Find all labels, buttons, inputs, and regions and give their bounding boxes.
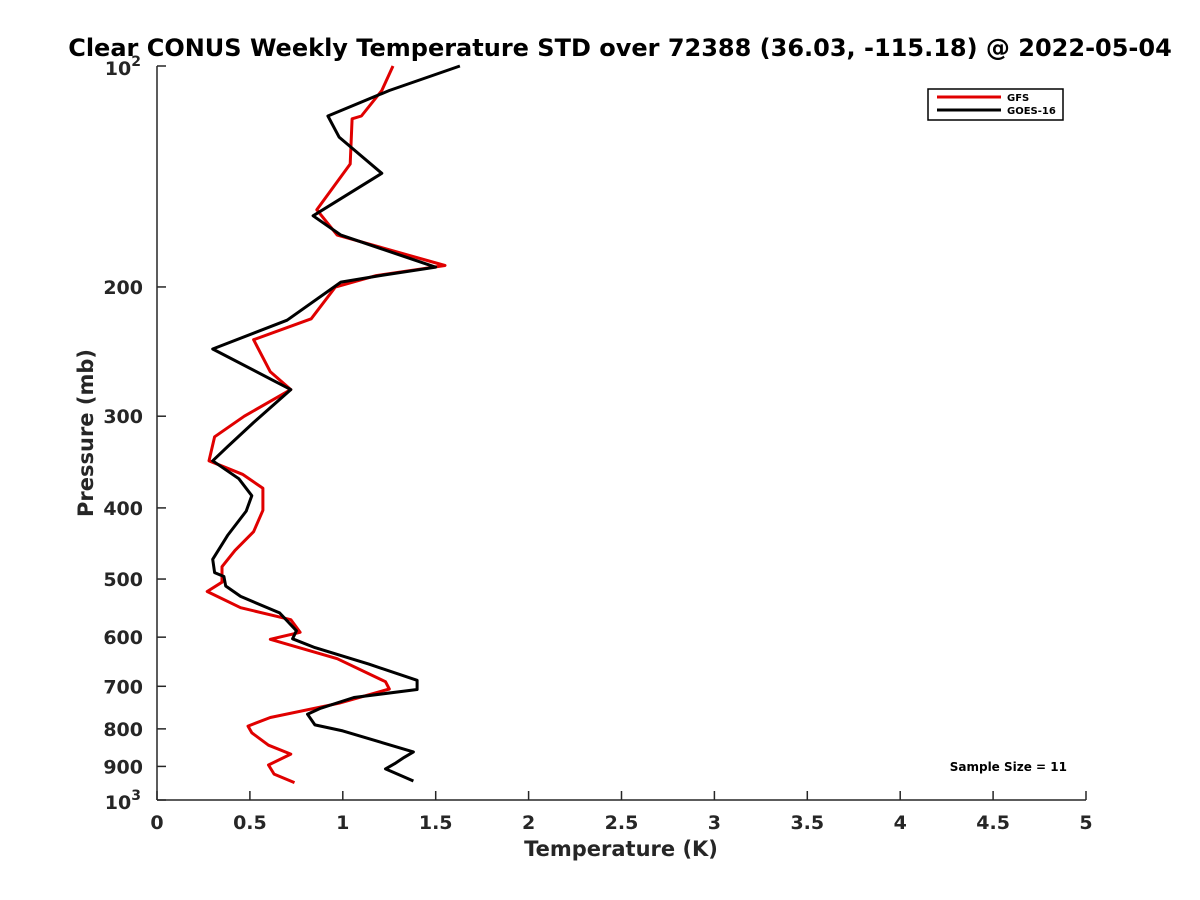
- y-tick-label: 400: [103, 498, 143, 520]
- legend: GFS GOES-16: [927, 88, 1064, 121]
- y-tick-label: 200: [103, 277, 143, 299]
- x-tick-label: 5: [1079, 812, 1092, 834]
- x-tick-label: 1.5: [419, 812, 453, 834]
- x-ticks: 0 0.5 1 1.5 2 2.5 3 3.5 4 4.5 5: [150, 791, 1093, 834]
- x-tick-label: 1: [336, 812, 349, 834]
- legend-label-gfs: GFS: [1007, 93, 1029, 104]
- plot-lines: [205, 64, 461, 784]
- x-tick-label: 4.5: [976, 812, 1010, 834]
- y-tick-label: 103: [105, 788, 141, 814]
- y-tick-label: 102: [105, 54, 141, 80]
- legend-box: [927, 88, 1064, 121]
- chart-title: Clear CONUS Weekly Temperature STD over …: [68, 34, 1172, 62]
- y-tick-label: 900: [103, 756, 143, 778]
- y-tick-label: 800: [103, 719, 143, 741]
- y-tick-label: 700: [103, 676, 143, 698]
- x-tick-label: 0.5: [233, 812, 267, 834]
- y-axis-label: Pressure (mb): [74, 349, 98, 517]
- series-line-goes16: [211, 64, 461, 783]
- y-tick-label: 500: [103, 569, 143, 591]
- x-tick-label: 3: [708, 812, 721, 834]
- x-axis-label: Temperature (K): [524, 837, 718, 861]
- x-tick-label: 2.5: [605, 812, 639, 834]
- x-tick-label: 0: [150, 812, 163, 834]
- series-line-gfs: [205, 65, 447, 784]
- x-tick-label: 2: [522, 812, 535, 834]
- y-tick-label: 600: [103, 627, 143, 649]
- legend-label-goes16: GOES-16: [1007, 106, 1056, 117]
- sample-size-annotation: Sample Size = 11: [950, 760, 1067, 774]
- y-ticks: 200 300 400 500 600 700 800 900 102 103: [103, 54, 166, 814]
- x-tick-label: 3.5: [790, 812, 824, 834]
- x-tick-label: 4: [894, 812, 907, 834]
- y-tick-label: 300: [103, 406, 143, 428]
